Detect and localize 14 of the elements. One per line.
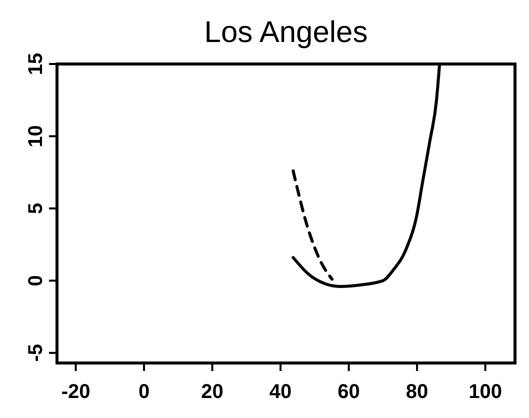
x-tick-label: 60 xyxy=(338,381,360,403)
y-tick-label: 15 xyxy=(25,52,47,76)
x-tick-label: 20 xyxy=(201,381,224,403)
y-tick-label: -5 xyxy=(25,344,47,362)
y-tick-label: 10 xyxy=(25,125,47,148)
y-tick-label: 5 xyxy=(25,202,47,214)
x-tick-label: 100 xyxy=(468,381,502,403)
x-tick-label: -20 xyxy=(61,381,90,403)
x-tick-label: 80 xyxy=(406,381,428,403)
x-tick-label: 0 xyxy=(138,381,150,403)
line-series xyxy=(292,169,334,281)
y-tick-label: 0 xyxy=(25,275,47,286)
chart-title: Los Angeles xyxy=(204,16,368,49)
x-tick-label: 40 xyxy=(269,381,292,403)
